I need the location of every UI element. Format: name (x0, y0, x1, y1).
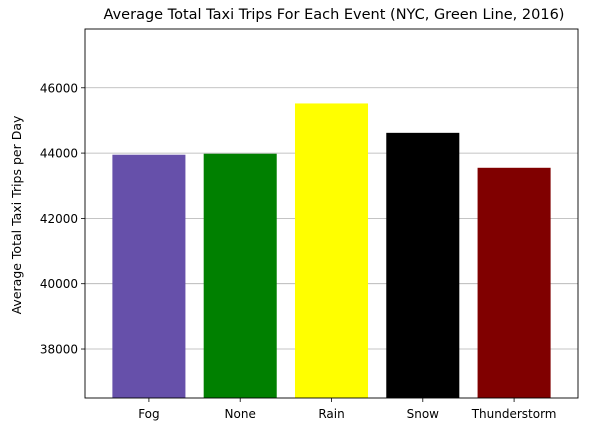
x-tick-label-snow: Snow (407, 407, 440, 421)
bar-rain (294, 103, 369, 398)
y-tick-label-46000: 46000 (40, 81, 78, 95)
y-tick-label-42000: 42000 (40, 212, 78, 226)
y-tick-label-40000: 40000 (40, 277, 78, 291)
bar-snow (386, 132, 460, 399)
x-tick-label-fog: Fog (138, 407, 159, 421)
bars (112, 103, 551, 399)
y-tick-label-38000: 38000 (40, 343, 78, 357)
axes: 38000 40000 42000 44000 46000 Fog None Rain Snow… (40, 28, 579, 421)
bar-none (203, 153, 277, 398)
x-tick-label-thunderstorm: Thunderstorm (471, 407, 557, 421)
x-tick-label-rain: Rain (318, 407, 344, 421)
y-axis-label: Average Total Taxi Trips per Day (9, 115, 24, 314)
y-tick-label-44000: 44000 (40, 147, 78, 161)
x-tick-label-none: None (225, 407, 256, 421)
bar-thunderstorm (477, 167, 551, 398)
plot-frame (84, 28, 579, 399)
chart-title: Average Total Taxi Trips For Each Event … (104, 7, 565, 23)
bar-fog (112, 154, 186, 398)
